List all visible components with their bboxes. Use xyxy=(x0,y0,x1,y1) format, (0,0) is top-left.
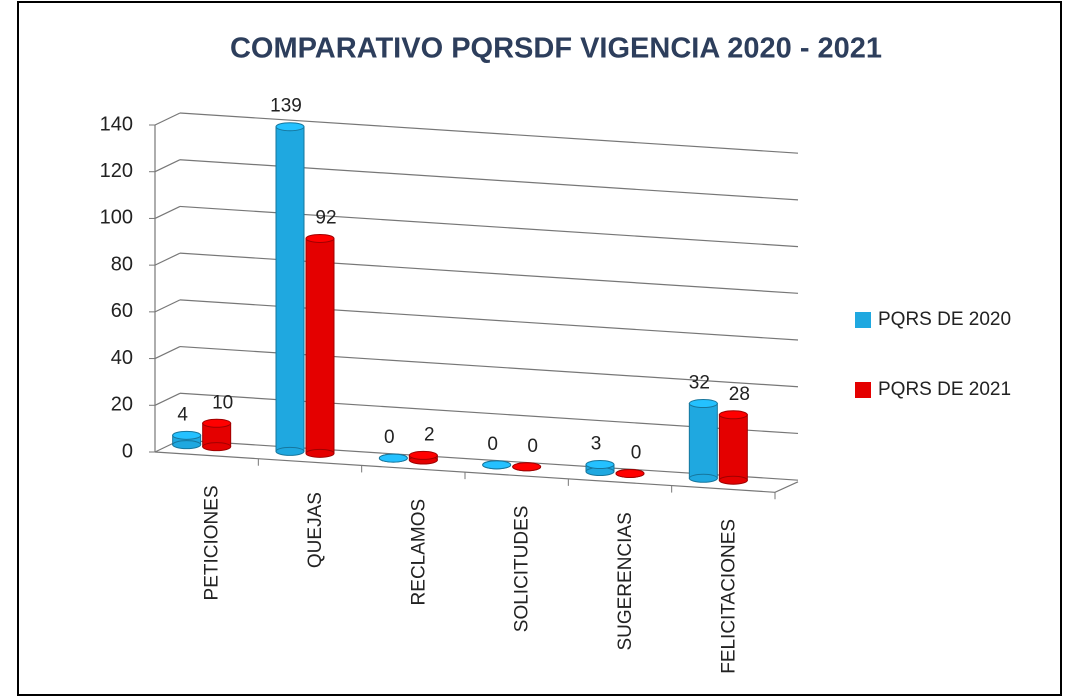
grid-line xyxy=(154,252,181,266)
bar xyxy=(202,418,232,452)
data-label: 0 xyxy=(384,427,395,448)
bar-bottom xyxy=(305,448,335,458)
y-tick-label: 140 xyxy=(100,113,133,135)
bar-top xyxy=(172,430,202,440)
legend-label: PQRS DE 2021 xyxy=(878,379,1011,400)
legend-swatch xyxy=(855,382,871,398)
y-tick-label: 60 xyxy=(111,300,133,322)
bar-top xyxy=(585,460,615,470)
bar-top xyxy=(378,453,408,463)
grid-line xyxy=(154,346,181,360)
bar-bottom xyxy=(275,446,305,456)
data-label: 4 xyxy=(177,404,188,425)
y-tick-label: 120 xyxy=(100,160,133,182)
bar-top xyxy=(482,460,512,470)
legend-label: PQRS DE 2020 xyxy=(878,309,1011,330)
bar xyxy=(408,450,438,465)
data-label: 0 xyxy=(631,443,642,464)
bar-body xyxy=(688,403,718,479)
grid-line xyxy=(179,112,799,154)
data-label: 28 xyxy=(729,384,750,405)
y-tick-label: 0 xyxy=(122,440,133,462)
data-label: 3 xyxy=(591,434,602,455)
bar-bottom xyxy=(172,440,202,450)
data-label: 92 xyxy=(315,207,336,228)
x-tick-label: QUEJAS xyxy=(305,492,326,568)
legend-swatch xyxy=(855,312,871,328)
bar-bottom xyxy=(202,442,232,452)
bar-bottom xyxy=(688,473,718,483)
bar-top xyxy=(718,410,748,420)
bar xyxy=(615,468,645,478)
bar-top xyxy=(275,122,305,132)
y-tick-label: 100 xyxy=(100,207,133,229)
bar-top xyxy=(615,468,645,478)
grid-line xyxy=(154,159,181,173)
x-tick-label: RECLAMOS xyxy=(408,499,429,606)
x-tick-label: FELICITACIONES xyxy=(718,519,739,674)
data-label: 10 xyxy=(212,392,233,413)
bar xyxy=(305,233,335,458)
bar-bottom xyxy=(718,475,748,485)
bar xyxy=(512,462,542,472)
bar-body xyxy=(718,414,748,481)
bar xyxy=(585,460,615,477)
bar-body xyxy=(275,126,305,452)
data-label: 32 xyxy=(689,373,710,394)
bar-top xyxy=(688,399,718,409)
bar xyxy=(482,460,512,470)
x-tick-label: SUGERENCIAS xyxy=(615,512,636,650)
bar xyxy=(172,430,202,450)
data-label: 139 xyxy=(270,96,302,117)
bar xyxy=(718,410,748,485)
y-tick-label: 40 xyxy=(111,347,133,369)
bar-top xyxy=(202,418,232,428)
chart-frame xyxy=(17,1,1062,696)
grid-line xyxy=(154,299,181,313)
y-tick-label: 20 xyxy=(111,394,133,416)
y-tick-label: 80 xyxy=(111,253,133,275)
chart-title: COMPARATIVO PQRSDF VIGENCIA 2020 - 2021 xyxy=(230,33,882,65)
bar-body xyxy=(305,237,335,454)
bar-top xyxy=(512,462,542,472)
bar xyxy=(275,122,305,456)
data-label: 2 xyxy=(424,424,435,445)
grid-line xyxy=(154,392,181,406)
grid-line xyxy=(154,112,181,126)
data-label: 0 xyxy=(527,436,538,457)
bar-top xyxy=(408,450,438,460)
bar xyxy=(378,453,408,463)
x-tick-label: SOLICITUDES xyxy=(512,506,533,633)
bar xyxy=(688,399,718,483)
bar-top xyxy=(305,233,335,243)
grid-line xyxy=(154,205,181,219)
data-label: 0 xyxy=(487,434,498,455)
x-tick-label: PETICIONES xyxy=(202,485,223,600)
